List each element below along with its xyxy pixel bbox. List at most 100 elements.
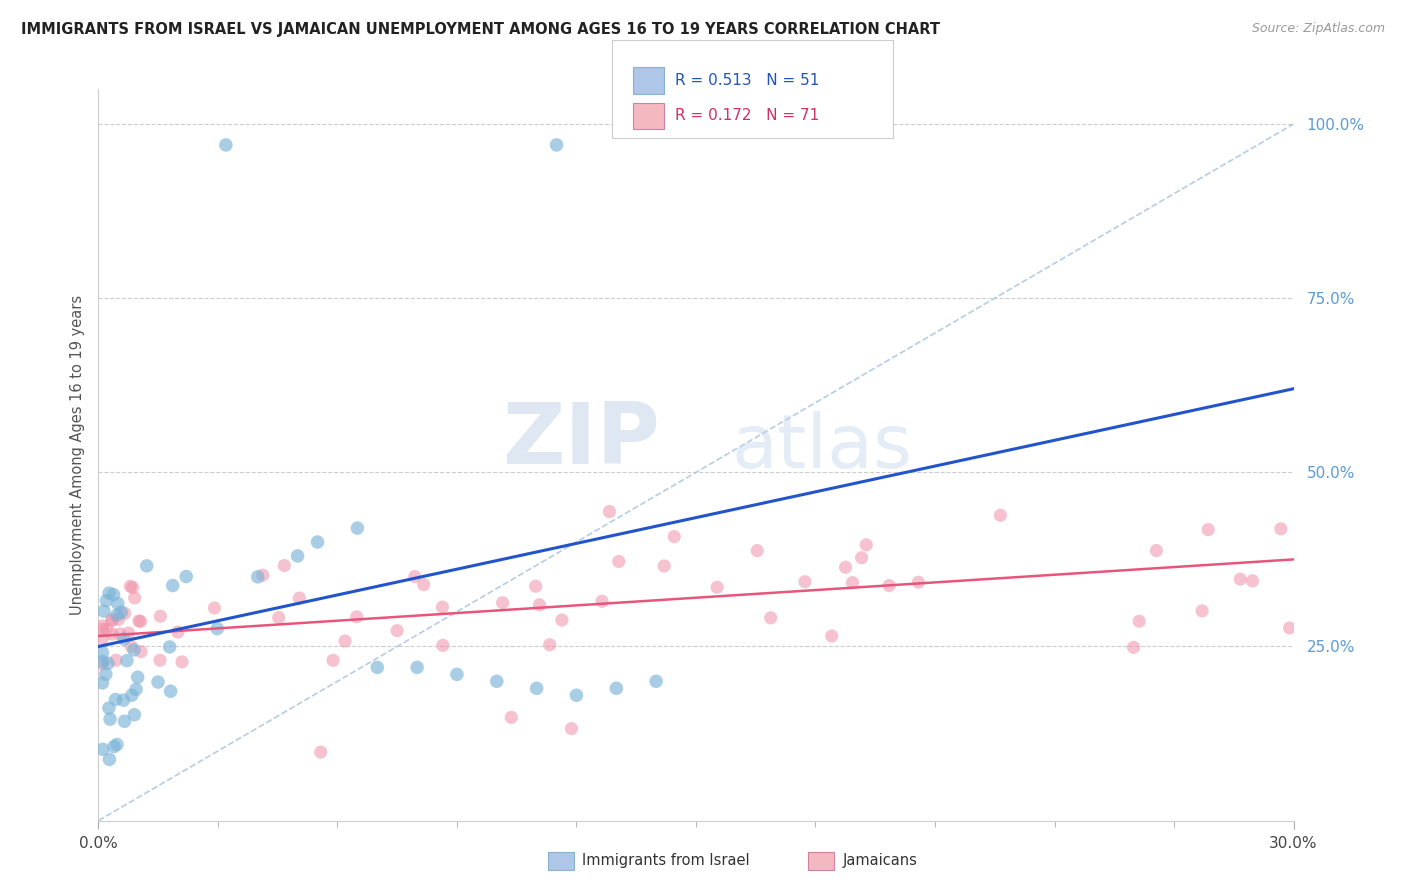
Point xyxy=(560,722,582,736)
Point xyxy=(146,675,169,690)
Point xyxy=(591,594,613,608)
Point xyxy=(91,655,114,669)
Point xyxy=(1229,572,1251,586)
Text: R = 0.513   N = 51: R = 0.513 N = 51 xyxy=(675,73,820,87)
Point xyxy=(125,682,148,697)
Point xyxy=(215,137,238,152)
Point xyxy=(855,538,877,552)
Point xyxy=(96,593,118,607)
Point xyxy=(105,738,128,752)
Point xyxy=(98,712,121,726)
Point xyxy=(107,597,129,611)
Point xyxy=(129,614,152,628)
Point xyxy=(101,612,124,626)
Point xyxy=(105,608,128,623)
Point xyxy=(834,560,856,574)
Point xyxy=(404,569,426,583)
Point xyxy=(501,710,523,724)
Point xyxy=(273,558,295,573)
Point xyxy=(103,739,125,754)
Point xyxy=(307,535,329,549)
Point xyxy=(159,640,181,654)
Point xyxy=(98,752,121,766)
Point xyxy=(103,588,125,602)
Point xyxy=(821,629,844,643)
Point xyxy=(121,581,143,595)
Point xyxy=(565,688,588,702)
Point xyxy=(485,674,508,689)
Text: Jamaicans: Jamaicans xyxy=(842,854,917,868)
Point xyxy=(101,627,124,641)
Point xyxy=(706,580,728,594)
Text: ZIP: ZIP xyxy=(502,399,661,482)
Point xyxy=(167,625,190,640)
Text: Source: ZipAtlas.com: Source: ZipAtlas.com xyxy=(1251,22,1385,36)
Point xyxy=(538,638,561,652)
Point xyxy=(94,667,117,681)
Point xyxy=(108,627,131,641)
Point xyxy=(129,645,152,659)
Point xyxy=(412,577,434,591)
Point xyxy=(385,624,408,638)
Point xyxy=(1144,543,1167,558)
Text: atlas: atlas xyxy=(733,411,912,484)
Point xyxy=(97,657,120,671)
Point xyxy=(551,613,574,627)
Point xyxy=(93,604,115,618)
Point xyxy=(149,653,172,667)
Point xyxy=(1122,640,1144,655)
Point xyxy=(524,579,547,593)
Point xyxy=(664,530,686,544)
Point xyxy=(91,676,114,690)
Point xyxy=(841,575,863,590)
Point xyxy=(91,632,114,646)
Point xyxy=(170,655,193,669)
Point xyxy=(112,693,135,707)
Point xyxy=(91,646,114,660)
Point xyxy=(207,622,229,636)
Point xyxy=(104,692,127,706)
Point xyxy=(122,643,145,657)
Point xyxy=(346,609,368,624)
Point xyxy=(114,606,136,620)
Point xyxy=(432,600,454,615)
Point xyxy=(124,591,146,605)
Point xyxy=(97,701,120,715)
Point xyxy=(406,660,429,674)
Point xyxy=(526,681,548,696)
Point xyxy=(100,614,122,628)
Point xyxy=(446,667,468,681)
Point xyxy=(105,653,128,667)
Point xyxy=(174,569,197,583)
Point xyxy=(322,653,344,667)
Point xyxy=(91,742,114,756)
Point xyxy=(1128,614,1150,628)
Point xyxy=(645,674,668,689)
Point xyxy=(128,614,150,628)
Point xyxy=(98,586,121,600)
Y-axis label: Unemployment Among Ages 16 to 19 years: Unemployment Among Ages 16 to 19 years xyxy=(69,295,84,615)
Point xyxy=(252,568,274,582)
Point xyxy=(491,596,513,610)
Point xyxy=(117,626,139,640)
Point xyxy=(162,578,184,592)
Text: R = 0.172   N = 71: R = 0.172 N = 71 xyxy=(675,109,820,123)
Point xyxy=(851,550,873,565)
Point xyxy=(288,591,311,606)
Point xyxy=(877,578,900,592)
Point xyxy=(529,598,551,612)
Point xyxy=(120,579,142,593)
Point xyxy=(149,609,172,624)
Point xyxy=(287,549,309,563)
Point xyxy=(1270,522,1292,536)
Point xyxy=(124,707,146,722)
Point xyxy=(121,688,143,702)
Point xyxy=(652,559,675,574)
Point xyxy=(96,622,118,636)
Point xyxy=(333,634,356,648)
Point xyxy=(990,508,1012,523)
Point xyxy=(605,681,627,696)
Point xyxy=(110,605,132,619)
Point xyxy=(267,610,290,624)
Point xyxy=(204,601,226,615)
